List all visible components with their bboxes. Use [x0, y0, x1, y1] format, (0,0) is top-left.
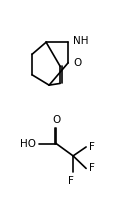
Text: HO: HO — [20, 138, 36, 149]
Text: F: F — [89, 163, 95, 173]
Text: O: O — [73, 58, 81, 68]
Text: O: O — [52, 115, 60, 125]
Text: NH: NH — [73, 36, 89, 46]
Text: F: F — [89, 142, 95, 152]
Text: F: F — [68, 176, 74, 186]
